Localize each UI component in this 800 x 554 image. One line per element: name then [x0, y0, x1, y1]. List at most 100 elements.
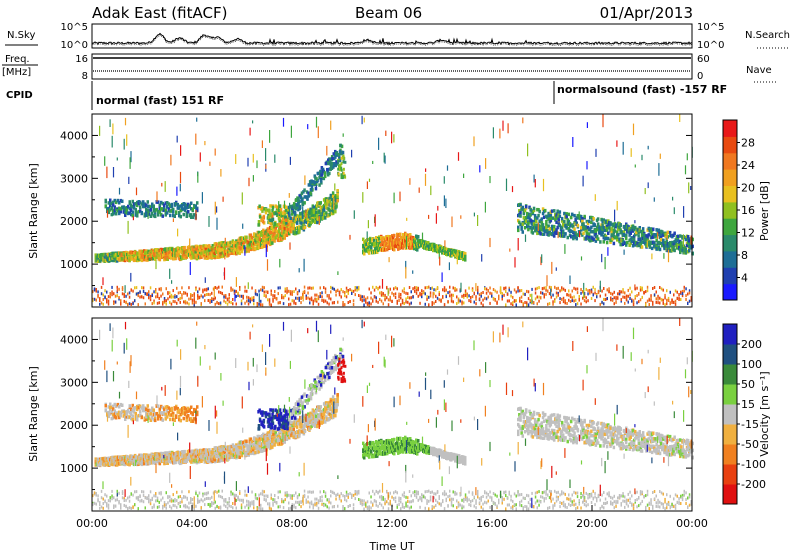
power-cell — [401, 242, 404, 246]
power-cell — [387, 298, 390, 302]
nsky-trace — [91, 32, 693, 47]
power-cell — [292, 205, 295, 210]
power-cell — [489, 286, 491, 290]
power-cell — [536, 302, 538, 306]
power-cell — [492, 288, 495, 291]
power-cell — [122, 210, 125, 214]
power-cell — [190, 294, 192, 298]
power-cell — [393, 134, 395, 143]
power-cell — [161, 214, 164, 218]
power-cell — [200, 302, 202, 306]
power-cell — [332, 165, 335, 169]
power-cell — [244, 289, 246, 293]
power-cell — [660, 287, 663, 291]
power-cell — [214, 201, 216, 215]
power-cell — [473, 136, 475, 147]
power-cell — [270, 289, 272, 293]
power-cell — [189, 238, 191, 249]
power-cell — [116, 209, 119, 213]
power-cell — [554, 218, 557, 222]
power-cell — [149, 205, 152, 209]
power-cell — [281, 211, 285, 216]
power-cell — [319, 169, 322, 174]
power-cell — [186, 292, 188, 296]
power-cell — [394, 286, 397, 290]
power-cell — [594, 232, 598, 237]
power-cell — [316, 220, 319, 225]
power-cell — [331, 194, 335, 198]
power-cell — [166, 205, 169, 209]
power-cell — [309, 183, 312, 187]
power-cell — [107, 209, 110, 213]
power-cell — [286, 210, 289, 215]
velocity-cell — [117, 458, 120, 462]
power-frame — [91, 113, 693, 308]
power-cell — [337, 288, 339, 292]
power-cell — [249, 127, 251, 136]
power-cell — [448, 262, 450, 271]
nsky-frame — [91, 23, 693, 49]
power-cell — [295, 287, 297, 291]
power-cell — [652, 300, 654, 304]
power-cell — [284, 215, 287, 219]
power-cell — [676, 290, 678, 294]
power-cell — [519, 210, 522, 215]
power-cell — [339, 163, 342, 167]
power-cell — [269, 218, 272, 222]
power-cell — [228, 293, 230, 297]
power-cell — [122, 206, 125, 210]
power-cell — [652, 227, 655, 231]
power-cell — [124, 213, 127, 217]
power-cell — [683, 289, 685, 293]
power-cell — [112, 209, 115, 213]
power-cell — [615, 300, 617, 304]
power-cell — [176, 286, 178, 290]
power-cell — [384, 155, 386, 164]
power-cell — [111, 135, 113, 148]
power-cell — [382, 293, 384, 297]
power-cell — [369, 237, 372, 242]
power-cell — [641, 154, 643, 161]
power-cell — [114, 294, 117, 298]
power-cell — [333, 162, 337, 167]
power-cell — [134, 299, 136, 303]
power-cell — [534, 297, 537, 301]
power-cell — [569, 295, 572, 299]
power-cell — [607, 231, 610, 235]
power-cell — [553, 234, 556, 238]
power-cell — [379, 285, 381, 289]
power-cell — [426, 297, 428, 301]
power-cell — [310, 286, 313, 290]
power-cell — [489, 237, 491, 248]
power-cell — [183, 300, 185, 304]
power-cell — [378, 137, 380, 150]
power-cell — [261, 140, 263, 148]
power-cell — [443, 286, 446, 290]
power-cell — [646, 240, 648, 248]
power-cell — [121, 292, 124, 296]
power-cell — [284, 205, 288, 209]
power-cell — [529, 293, 531, 297]
power-cell — [403, 302, 405, 305]
power-cell — [648, 243, 652, 247]
nsky-panel: N.Sky 10^5 10^0 10^5 10^0 N.Search — [5, 22, 790, 51]
power-cell — [617, 292, 619, 296]
power-cell — [335, 160, 338, 164]
power-cell — [130, 288, 132, 292]
power-cell — [195, 256, 199, 261]
power-cell — [527, 297, 530, 301]
power-cell — [543, 295, 545, 299]
power-cell — [448, 248, 451, 252]
power-cell — [414, 286, 416, 290]
power-cell — [287, 205, 291, 210]
power-cell — [573, 227, 576, 231]
power-cell — [345, 286, 348, 290]
power-cell — [518, 220, 521, 225]
power-cell — [419, 293, 421, 297]
power-cell — [191, 294, 194, 297]
power-cell — [323, 286, 325, 290]
power-cell — [225, 295, 227, 299]
power-cell — [519, 299, 521, 303]
power-cell — [182, 212, 185, 217]
power-cell — [172, 218, 174, 222]
